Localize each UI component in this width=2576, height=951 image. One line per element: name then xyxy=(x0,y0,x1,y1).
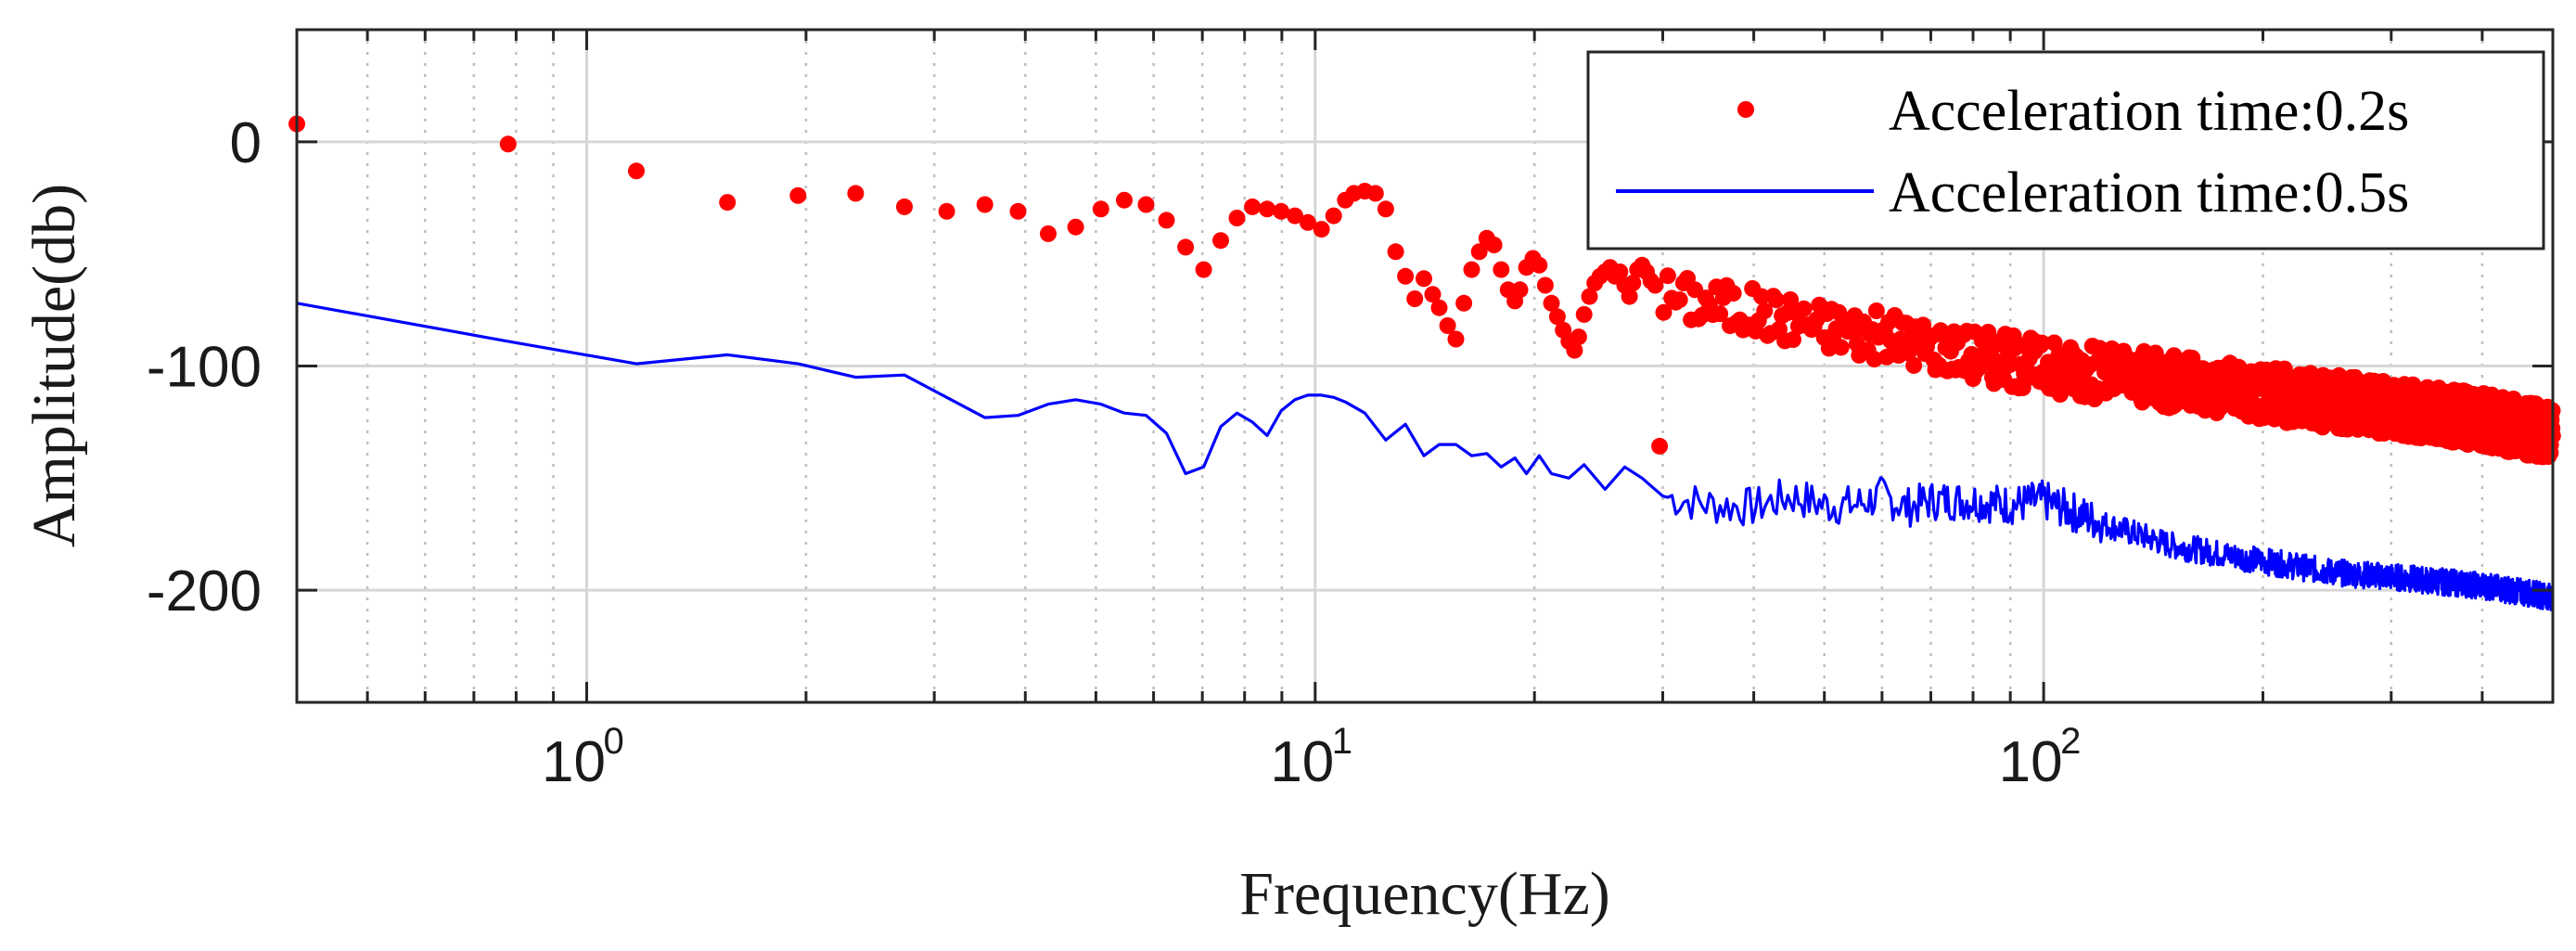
y-tick-label: 0 xyxy=(230,111,262,175)
data-point-acceleration-0.2s xyxy=(1259,200,1275,218)
x-tick-label: 10 xyxy=(1999,730,2063,794)
data-point-acceleration-0.2s xyxy=(1655,303,1672,321)
data-point-acceleration-0.2s xyxy=(1543,294,1560,312)
data-point-acceleration-0.2s xyxy=(1531,256,1548,274)
data-point-acceleration-0.2s xyxy=(1867,302,1885,319)
data-point-acceleration-0.2s xyxy=(1548,308,1566,326)
data-point-acceleration-0.2s xyxy=(1795,300,1813,317)
data-point-acceleration-0.2s xyxy=(499,135,517,153)
data-point-acceleration-0.2s xyxy=(1009,202,1027,220)
data-point-acceleration-0.2s xyxy=(1455,294,1473,312)
data-point-acceleration-0.2s xyxy=(1212,232,1229,250)
y-axis-title: Amplitude(db) xyxy=(20,184,88,547)
data-point-acceleration-0.2s xyxy=(1447,330,1465,348)
data-point-acceleration-0.2s xyxy=(1424,286,1442,303)
data-point-acceleration-0.2s xyxy=(2147,344,2164,362)
data-point-acceleration-0.2s xyxy=(1671,291,1688,309)
data-point-acceleration-0.2s xyxy=(1116,191,1133,209)
x-tick-label-exponent: 0 xyxy=(604,721,624,762)
data-point-acceleration-0.2s xyxy=(1463,261,1480,278)
data-point-acceleration-0.2s xyxy=(1575,305,1593,323)
data-point-acceleration-0.2s xyxy=(1756,302,1774,320)
y-tick-label: -100 xyxy=(147,336,262,400)
legend-marker-red-dot xyxy=(1737,101,1754,118)
data-point-acceleration-0.2s xyxy=(1313,221,1330,238)
data-point-acceleration-0.2s xyxy=(1299,213,1316,231)
data-point-acceleration-0.2s xyxy=(1493,261,1510,278)
legend-box xyxy=(1586,50,2545,251)
data-point-acceleration-0.2s xyxy=(2033,334,2051,352)
data-point-acceleration-0.2s xyxy=(1647,276,1664,294)
x-tick-label-exponent: 1 xyxy=(1332,721,1352,762)
data-point-acceleration-0.2s xyxy=(1782,291,1800,308)
series-line-acceleration-0.5s xyxy=(296,302,2555,611)
data-point-acceleration-0.2s xyxy=(1228,210,1246,226)
data-point-acceleration-0.2s xyxy=(1040,225,1057,242)
data-point-acceleration-0.2s xyxy=(1485,237,1503,253)
legend-label-series-1: Acceleration time:0.2s xyxy=(1889,80,2409,143)
data-point-acceleration-0.2s xyxy=(1387,243,1404,261)
data-point-acceleration-0.2s xyxy=(1377,200,1394,218)
data-point-acceleration-0.2s xyxy=(1158,212,1175,229)
data-point-acceleration-0.2s xyxy=(1273,202,1290,220)
data-point-acceleration-0.2s xyxy=(1406,290,1424,307)
data-point-acceleration-0.2s xyxy=(1177,238,1195,256)
data-point-acceleration-0.2s xyxy=(1137,196,1155,213)
data-point-acceleration-0.2s xyxy=(719,194,737,212)
x-axis-title: Frequency(Hz) xyxy=(1239,860,1609,928)
data-point-acceleration-0.2s xyxy=(1244,198,1262,215)
data-point-acceleration-0.2s xyxy=(1724,285,1742,302)
data-point-acceleration-0.2s xyxy=(1416,270,1432,288)
data-point-acceleration-0.2s xyxy=(1566,341,1583,359)
data-point-acceleration-0.2s xyxy=(1820,340,1838,357)
data-point-acceleration-0.2s xyxy=(976,196,993,213)
data-point-acceleration-0.2s xyxy=(1753,288,1771,305)
data-point-acceleration-0.2s xyxy=(1570,328,1587,346)
legend-label-series-2: Acceleration time:0.5s xyxy=(1889,161,2409,225)
data-point-acceleration-0.2s xyxy=(938,202,955,220)
data-point-acceleration-0.2s xyxy=(1767,291,1785,309)
x-tick-label-exponent: 2 xyxy=(2060,721,2081,762)
x-tick-label: 10 xyxy=(1270,730,1334,794)
series-layer xyxy=(288,115,2561,611)
data-point-acceleration-0.2s xyxy=(1832,339,1850,356)
data-point-acceleration-0.2s xyxy=(847,185,865,202)
data-point-acceleration-0.2s xyxy=(628,162,645,180)
data-point-acceleration-0.2s xyxy=(1865,351,1883,368)
data-point-acceleration-0.2s xyxy=(1621,288,1638,305)
x-tick-label: 10 xyxy=(542,730,606,794)
data-point-acceleration-0.2s xyxy=(1651,437,1669,455)
legend: Acceleration time:0.2s Acceleration time… xyxy=(1586,50,2545,251)
data-point-acceleration-0.2s xyxy=(1195,261,1212,278)
data-point-acceleration-0.2s xyxy=(1611,263,1629,280)
data-point-acceleration-0.2s xyxy=(1581,288,1598,305)
data-point-acceleration-0.2s xyxy=(1397,267,1415,285)
data-point-acceleration-0.2s xyxy=(1659,267,1676,285)
data-point-acceleration-0.2s xyxy=(1536,276,1554,294)
data-point-acceleration-0.2s xyxy=(1439,317,1456,334)
data-point-acceleration-0.2s xyxy=(1067,218,1084,236)
y-tick-label: -200 xyxy=(147,559,262,623)
data-point-acceleration-0.2s xyxy=(1366,185,1384,202)
data-point-acceleration-0.2s xyxy=(1785,331,1801,348)
data-point-acceleration-0.2s xyxy=(1830,303,1848,321)
data-point-acceleration-0.2s xyxy=(789,186,807,204)
data-point-acceleration-0.2s xyxy=(1711,305,1729,323)
data-point-acceleration-0.2s xyxy=(896,198,913,215)
data-point-acceleration-0.2s xyxy=(1624,275,1642,292)
data-point-acceleration-0.2s xyxy=(1325,207,1342,225)
data-point-acceleration-0.2s xyxy=(1470,243,1488,261)
data-point-acceleration-0.2s xyxy=(1511,281,1529,299)
data-point-acceleration-0.2s xyxy=(1430,299,1448,316)
data-point-acceleration-0.2s xyxy=(1905,356,1923,374)
data-point-acceleration-0.2s xyxy=(1287,207,1303,225)
data-point-acceleration-0.2s xyxy=(1092,200,1109,218)
